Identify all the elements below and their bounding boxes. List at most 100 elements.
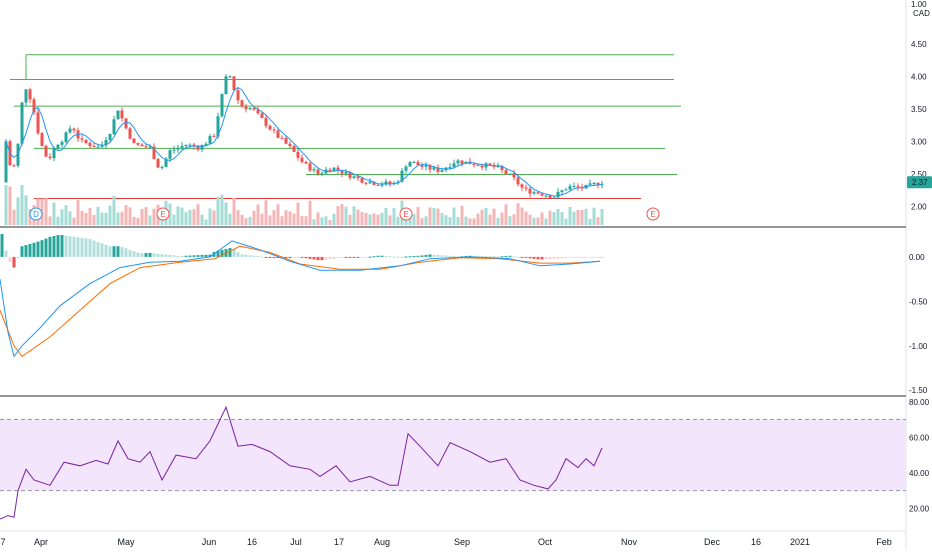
volume-bar: [96, 206, 100, 225]
candle-body: [460, 160, 464, 164]
candle-body: [372, 181, 376, 185]
candle-body: [108, 134, 112, 140]
macd-histogram-bar: [284, 256, 288, 259]
macd-histogram-bar: [208, 254, 212, 257]
macd-histogram-bar: [464, 256, 468, 258]
volume-bar: [4, 185, 8, 225]
volume-bar: [532, 217, 536, 225]
macd-pane[interactable]: [0, 234, 604, 358]
macd-histogram-bar: [432, 254, 436, 257]
volume-bar: [280, 216, 284, 225]
macd-histogram-bar: [216, 250, 220, 257]
last-price-label: 2.37: [912, 178, 928, 187]
volume-bar: [48, 216, 52, 225]
volume-bar: [20, 185, 24, 225]
volume-bar: [312, 219, 316, 225]
candle-body: [104, 139, 108, 145]
time-axis[interactable]: 7 Apr May Jun 16 Jul 17 Aug Sep Oct Nov Dec 16 2021 Fe…: [0, 530, 906, 547]
volume-bar: [12, 209, 16, 225]
macd-histogram-bar: [352, 256, 356, 258]
macd-histogram-bar: [112, 246, 116, 257]
rsi-tick-label: 80.00: [909, 398, 930, 407]
volume-bar: [404, 216, 408, 225]
volume-bar: [492, 208, 496, 225]
macd-histogram-bar: [396, 256, 400, 258]
macd-line: [0, 240, 601, 358]
volume-bar: [80, 210, 84, 225]
macd-histogram-bar: [580, 256, 584, 258]
macd-histogram-bar: [40, 240, 44, 257]
macd-histogram-bar: [412, 256, 416, 258]
macd-histogram-bar: [300, 256, 304, 258]
volume-bar: [580, 209, 584, 225]
volume-bar: [388, 215, 392, 225]
candle-body: [376, 184, 380, 186]
candle-body: [576, 186, 580, 188]
candle-body: [232, 76, 236, 91]
candle-body: [148, 146, 152, 148]
candle-body: [236, 90, 240, 101]
candle-body: [128, 128, 132, 139]
volume-bar: [240, 214, 244, 225]
candle-body: [164, 158, 168, 167]
macd-histogram-bar: [408, 256, 412, 258]
candle-body: [32, 99, 36, 113]
volume-bar: [468, 218, 472, 225]
candle-body: [348, 171, 352, 178]
last-price-badge: [907, 176, 932, 189]
macd-histogram-bar: [140, 253, 144, 257]
rsi-pane[interactable]: [0, 405, 906, 520]
candle-body: [188, 144, 192, 146]
volume-bar: [436, 208, 440, 225]
candle-body: [340, 170, 344, 174]
macd-histogram-bar: [344, 256, 348, 258]
currency-label: CAD: [913, 9, 930, 18]
candle-body: [336, 167, 340, 171]
volume-bar: [496, 217, 500, 225]
volume-bar: [288, 211, 292, 225]
macd-histogram-bar: [440, 255, 444, 257]
macd-histogram-bar: [468, 255, 472, 257]
macd-histogram-bar: [584, 256, 588, 258]
volume-bar: [124, 204, 128, 225]
volume-bar: [376, 214, 380, 225]
volume-bar: [172, 214, 176, 225]
time-axis-label: Sep: [454, 537, 470, 547]
macd-histogram-bar: [164, 254, 168, 257]
volume-bar: [188, 209, 192, 225]
volume-bar: [180, 207, 184, 225]
candle-body: [508, 173, 512, 175]
macd-histogram-bar: [228, 248, 232, 257]
macd-histogram-bar: [8, 256, 12, 262]
candle-body: [352, 176, 356, 178]
macd-histogram-bar: [512, 256, 516, 258]
candle-body: [544, 195, 548, 197]
candle-body: [292, 146, 296, 152]
candle-body: [464, 161, 468, 164]
macd-histogram-bar: [76, 237, 80, 257]
price-axis-ticks: 4.50 4.00 3.50 3.00 2.50 2.00: [911, 40, 927, 212]
candle-body: [184, 144, 188, 146]
macd-histogram-bar: [44, 238, 48, 257]
macd-histogram-bar: [168, 254, 172, 257]
volume-bar: [116, 212, 120, 225]
candle-body: [360, 178, 364, 183]
volume-bar: [476, 213, 480, 225]
candle-body: [112, 119, 116, 135]
candle-body: [520, 184, 524, 188]
volume-bar: [200, 214, 204, 225]
candle-body: [196, 146, 200, 150]
macd-histogram-bar: [236, 252, 240, 257]
price-scale[interactable]: 1.00 CAD 4.50 4.00 3.50 3.00 2.50 2.00 2.37 0…: [907, 0, 932, 513]
rsi-line: [0, 405, 603, 520]
macd-histogram-bar: [32, 242, 36, 257]
macd-histogram-bar: [444, 255, 448, 257]
candle-body: [64, 132, 68, 143]
candle-body: [248, 108, 252, 110]
volume-bar: [120, 211, 124, 225]
candle-body: [488, 163, 492, 166]
macd-histogram-bar: [424, 254, 428, 257]
